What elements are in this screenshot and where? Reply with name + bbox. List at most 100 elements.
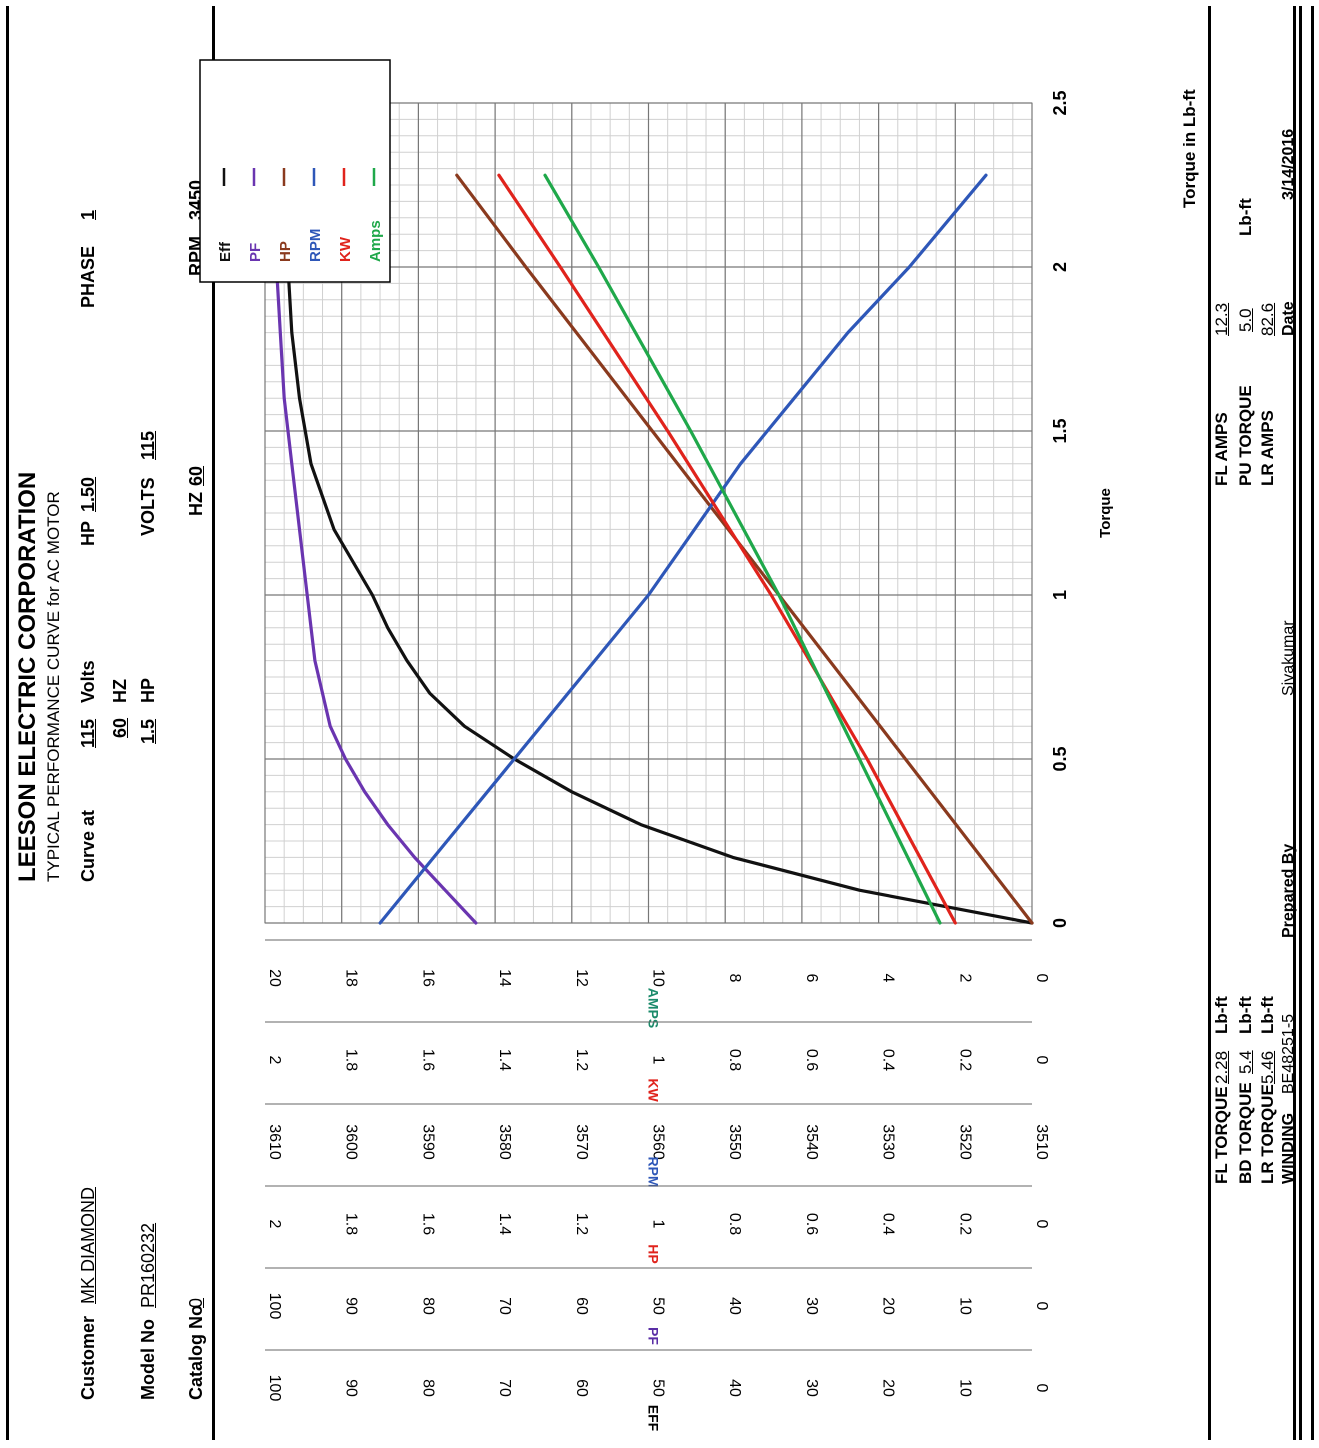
torque-axis-title: Torque [1097, 488, 1114, 538]
hp-tick-label: 0.4 [880, 1213, 897, 1235]
pu-torque-value: 5.0 [1236, 308, 1255, 332]
rpm-tick-label: 3610 [266, 1124, 283, 1160]
fl-torque-value: 2.28 [1212, 1050, 1231, 1084]
winding-label: WINDING [1280, 1112, 1297, 1184]
hp-tick-label: 0.6 [803, 1213, 820, 1235]
pu-torque-unit: Lb-ft [1236, 198, 1255, 236]
torque-tick-label: 1 [1050, 590, 1070, 600]
eff-tick-label: 50 [650, 1379, 667, 1397]
rpm-tick-label: 3510 [1033, 1124, 1050, 1160]
series-line-rpm [378, 173, 988, 925]
lr-torque-value: 5.46 [1258, 1050, 1277, 1084]
pf-tick-label: 80 [419, 1297, 436, 1315]
rpm-tick-label: 3520 [956, 1124, 973, 1160]
kw-tick-label: 0.8 [726, 1049, 743, 1071]
legend-label-rpm: RPM [307, 229, 324, 262]
pf-tick-label: 20 [880, 1297, 897, 1315]
series-line-eff [286, 173, 1034, 925]
series-line-kw [497, 173, 957, 925]
hp-tick-label: 0.8 [726, 1213, 743, 1235]
bd-torque-label: BD TORQUE [1236, 1082, 1255, 1184]
amps-axis-title: AMPS [646, 988, 662, 1028]
rpm-tick-label: 3550 [726, 1124, 743, 1160]
kw-tick-label: 1.8 [343, 1049, 360, 1071]
hp-axis-title: HP [646, 1244, 662, 1263]
eff-tick-label: 90 [343, 1379, 360, 1397]
kw-tick-label: 0.4 [880, 1049, 897, 1071]
pf-tick-label: 40 [726, 1297, 743, 1315]
lr-amps-value: 82.6 [1258, 302, 1277, 336]
hp-tick-label: 1 [650, 1220, 667, 1229]
eff-tick-label: 60 [573, 1379, 590, 1397]
eff-tick-label: 20 [880, 1379, 897, 1397]
hp-tick-label: 1.2 [573, 1213, 590, 1235]
legend-label-pf: PF [247, 243, 264, 262]
fl-amps-label: FL AMPS [1212, 412, 1231, 486]
series-line-pf [271, 173, 478, 925]
hp-tick-label: 1.4 [496, 1213, 513, 1235]
legend-box [199, 59, 391, 283]
pf-tick-label: 10 [956, 1297, 973, 1315]
kw-tick-label: 2 [266, 1056, 283, 1065]
pf-tick-label: 30 [803, 1297, 820, 1315]
amps-tick-label: 14 [496, 969, 513, 987]
kw-tick-label: 0.6 [803, 1049, 820, 1071]
lr-torque-unit: Lb-ft [1258, 996, 1277, 1034]
torque-tick-label: 2.5 [1050, 90, 1070, 115]
pf-tick-label: 90 [343, 1297, 360, 1315]
hp-tick-label: 0.2 [956, 1213, 973, 1235]
eff-tick-label: 10 [956, 1379, 973, 1397]
amps-tick-label: 10 [650, 969, 667, 987]
winding-value: BE48251-5 [1280, 1013, 1297, 1094]
pf-tick-label: 60 [573, 1297, 590, 1315]
kw-tick-label: 1.2 [573, 1049, 590, 1071]
torque-tick-label: 0.5 [1050, 746, 1070, 771]
rpm-tick-label: 3600 [343, 1124, 360, 1160]
kw-tick-label: 1.4 [496, 1049, 513, 1071]
rpm-tick-label: 3570 [573, 1124, 590, 1160]
torque-tick-label: 0 [1050, 918, 1070, 928]
legend-label-amps: Amps [367, 220, 384, 262]
fl-torque-label: FL TORQUE [1212, 1086, 1231, 1184]
bd-torque-value: 5.4 [1236, 1050, 1255, 1074]
amps-tick-label: 4 [880, 974, 897, 983]
torque-units-label: Torque in Lb-ft [1180, 89, 1199, 208]
kw-tick-label: 1 [650, 1056, 667, 1065]
legend-label-hp: HP [277, 241, 294, 262]
torque-tick-label: 1.5 [1050, 418, 1070, 443]
amps-tick-label: 2 [956, 974, 973, 983]
lr-amps-label: LR AMPS [1258, 410, 1277, 486]
eff-tick-label: 70 [496, 1379, 513, 1397]
amps-tick-label: 16 [419, 969, 436, 987]
pu-torque-label: PU TORQUE [1236, 385, 1255, 486]
pf-tick-label: 70 [496, 1297, 513, 1315]
rpm-tick-label: 3540 [803, 1124, 820, 1160]
amps-tick-label: 8 [726, 974, 743, 983]
prepared-by-value: Sivakumar [1280, 620, 1297, 696]
rpm-tick-label: 3580 [496, 1124, 513, 1160]
amps-tick-label: 12 [573, 969, 590, 987]
series-line-hp [455, 173, 1034, 925]
prepared-by-label: Prepared By [1280, 843, 1297, 938]
rpm-tick-label: 3530 [880, 1124, 897, 1160]
eff-tick-label: 40 [726, 1379, 743, 1397]
eff-tick-label: 100 [266, 1375, 283, 1402]
fl-torque-unit: Lb-ft [1212, 996, 1231, 1034]
eff-tick-label: 80 [419, 1379, 436, 1397]
eff-axis-title: EFF [646, 1405, 662, 1432]
rpm-axis-title: RPM [646, 1156, 662, 1187]
kw-tick-label: 1.6 [419, 1049, 436, 1071]
pf-tick-label: 0 [1033, 1302, 1050, 1311]
eff-tick-label: 0 [1033, 1384, 1050, 1393]
kw-axis-title: KW [646, 1078, 662, 1102]
eff-tick-label: 30 [803, 1379, 820, 1397]
hp-tick-label: 1.8 [343, 1213, 360, 1235]
date-label: Date [1280, 301, 1297, 336]
amps-tick-label: 0 [1033, 974, 1050, 983]
legend-label-eff: Eff [217, 241, 234, 262]
series-line-amps [543, 173, 942, 925]
kw-tick-label: 0 [1033, 1056, 1050, 1065]
amps-tick-label: 6 [803, 974, 820, 983]
